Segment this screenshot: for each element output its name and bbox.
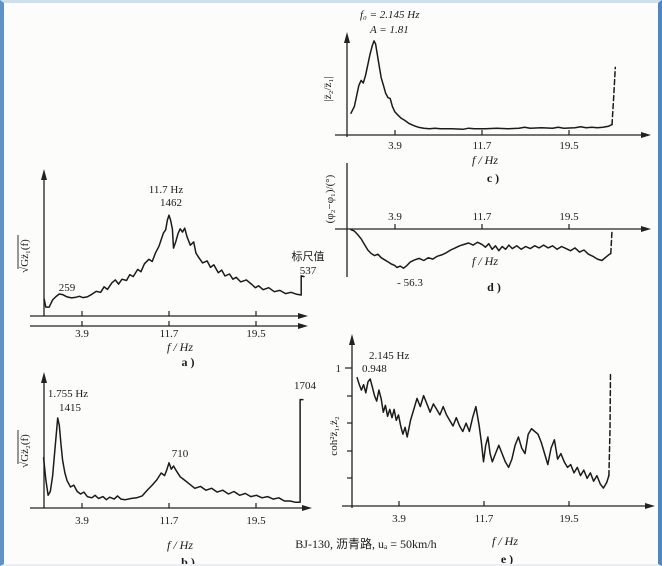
chart-e-annotation-res-freq: 2.145 Hz	[369, 350, 409, 362]
chart-a-xtick-2: 11.7	[160, 328, 179, 340]
chart-b-yaxis-label: √Gz̈₂(f)	[17, 430, 31, 468]
svg-text:√Gz̈₂(f): √Gz̈₂(f)	[19, 434, 31, 468]
chart-d-series-phase-difference	[350, 228, 612, 269]
chart-d-annotation-min-value: - 56.3	[397, 277, 423, 289]
chart-e-annotation-res-value: 0.948	[362, 363, 387, 375]
chart-b-xtick-3: 19.5	[246, 515, 266, 527]
chart-b-caption: b )	[181, 555, 195, 566]
chart-c-xtick-2: 11.7	[473, 140, 492, 152]
chart-e-yaxis-label: coh²z̈₁,z̈₂	[328, 416, 340, 456]
chart-a-axes	[30, 169, 308, 329]
chart-e-xtick-1: 3.9	[392, 513, 406, 525]
chart-b-annotation-peak-value: 1415	[59, 402, 82, 414]
chart-c-xtick-3: 19.5	[559, 140, 579, 152]
chart-b-xtick-2: 11.7	[160, 515, 179, 527]
chart-d-xtick-2: 11.7	[473, 211, 492, 223]
chart-c-series-transmissibility	[350, 40, 613, 131]
chart-e-ytick-1: 1	[336, 363, 342, 375]
chart-e-xaxis-label: f / Hz	[492, 534, 518, 548]
chart-a-annotation-peak-freq: 11.7 Hz	[149, 184, 184, 196]
chart-e-axes	[342, 334, 655, 509]
chart-a-annotation-low-bump: 259	[59, 282, 76, 294]
svg-text:√Gz̈₁(f): √Gz̈₁(f)	[19, 239, 31, 273]
chart-b-xaxis-label: f / Hz	[167, 538, 193, 552]
svg-text:coh²z̈₁,z̈₂: coh²z̈₁,z̈₂	[328, 416, 340, 456]
chart-c-curves	[350, 40, 617, 131]
chart-a-xticks	[81, 311, 257, 326]
chart-d-axes	[335, 163, 651, 277]
chart-c-dash-tail	[611, 66, 617, 126]
chart-a-annotation-scale-value: 537	[300, 265, 317, 277]
chart-a: 3.9 11.7 19.5 f / Hz a ) √Gz̈₁(f) 259 11…	[17, 169, 325, 369]
chart-d: 3.9 11.7 19.5 f / Hz d ) (φ₂−φ₁)/(°) - 5…	[324, 163, 651, 294]
chart-e: 3.9 11.7 19.5 1 f / Hz e ) coh²z̈₁,z̈₂ 2…	[328, 334, 655, 566]
figure-canvas: 3.9 11.7 19.5 f / Hz a ) √Gz̈₁(f) 259 11…	[17, 9, 655, 566]
chart-c-axes	[335, 32, 651, 138]
chart-b-series-sqrt-psd-axle	[42, 398, 304, 504]
chart-d-caption: d )	[487, 280, 501, 294]
chart-e-curves	[356, 371, 612, 489]
chart-e-dash-tail	[608, 371, 612, 477]
chart-e-caption: e )	[501, 552, 513, 566]
chart-a-xtick-3: 19.5	[246, 328, 266, 340]
chart-a-yaxis-label: √Gz̈₁(f)	[17, 235, 31, 273]
chart-c-xaxis-label: f / Hz	[472, 153, 498, 167]
chart-e-series-coherence	[356, 376, 610, 489]
chart-c-caption: c )	[487, 171, 499, 185]
chart-b-annotation-second-peak: 710	[172, 448, 189, 460]
chart-b-annotation-peak-freq: 1.755 Hz	[48, 388, 88, 400]
chart-e-xtick-2: 11.7	[475, 513, 494, 525]
chart-e-xtick-3: 19.5	[559, 513, 579, 525]
chart-b-xtick-1: 3.9	[75, 515, 89, 527]
chart-a-caption: a )	[182, 355, 195, 369]
svg-text:|z̈₂/z̈₁|: |z̈₂/z̈₁|	[322, 77, 334, 102]
svg-text:(φ₂−φ₁)/(°): (φ₂−φ₁)/(°)	[324, 174, 336, 223]
chart-b-curves	[42, 398, 304, 504]
chart-a-xaxis-label: f / Hz	[167, 340, 193, 354]
chart-e-yticks	[345, 367, 352, 479]
chart-b: 3.9 11.7 19.5 f / Hz b ) √Gz̈₂(f) 1.755 …	[17, 372, 317, 566]
chart-d-curves	[350, 228, 613, 269]
chart-a-annotation-scale-label: 标尺值	[292, 249, 325, 263]
chart-a-series-sqrt-psd-body	[43, 214, 305, 308]
chart-d-xtick-3: 19.5	[559, 211, 579, 223]
chart-e-xticks	[398, 501, 570, 506]
chart-c-yaxis-label: |z̈₂/z̈₁|	[322, 77, 334, 102]
chart-d-yaxis-label: (φ₂−φ₁)/(°)	[324, 174, 336, 223]
figure-footer-note: BJ-130, 沥青路, uₐ = 50km/h	[295, 536, 436, 551]
chart-c-annotation-f0: f₀ = 2.145 Hz	[360, 9, 420, 21]
chart-d-xtick-1: 3.9	[388, 211, 402, 223]
chart-c-xtick-1: 3.9	[388, 140, 402, 152]
chart-a-curves	[43, 214, 305, 308]
chart-a-xtick-1: 3.9	[75, 328, 89, 340]
chart-c-xticks	[394, 130, 570, 135]
chart-c: 3.9 11.7 19.5 f / Hz c ) |z̈₂/z̈₁| f₀ = …	[322, 9, 651, 185]
chart-c-annotation-amplitude: A = 1.81	[369, 24, 409, 36]
chart-d-xticks	[394, 224, 570, 229]
chart-b-annotation-scale-value: 1704	[294, 380, 317, 392]
chart-d-dash-tail	[610, 229, 613, 255]
chart-d-xaxis-label: f / Hz	[472, 254, 498, 268]
chart-a-annotation-peak-value: 1462	[160, 197, 182, 209]
chart-b-xticks	[81, 503, 257, 508]
